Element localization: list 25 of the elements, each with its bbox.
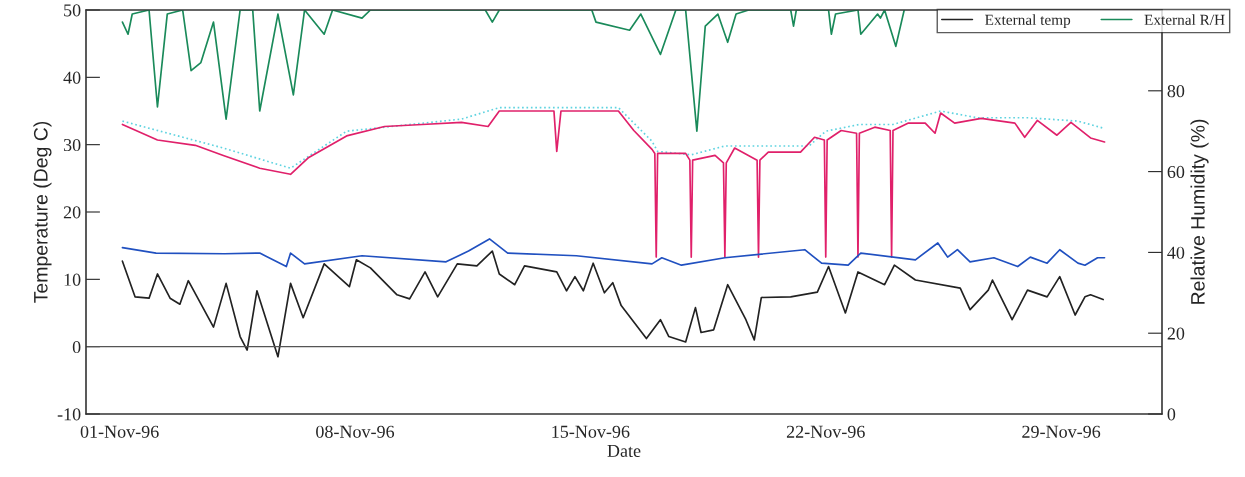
line-series [121, 238, 1106, 268]
y2-tick-label: 80 [1167, 85, 1185, 98]
y2-tick-label: 60 [1167, 165, 1185, 179]
x-tick-label: 15-Nov-96 [552, 425, 630, 438]
x-tick-label: 22-Nov-96 [786, 425, 865, 438]
y2-tick-label: 20 [1167, 327, 1185, 340]
y-tick-label: 20 [63, 206, 81, 219]
y-tick-label: -10 [57, 408, 81, 421]
legend-label: External temp [985, 14, 1071, 29]
y-tick-label: 10 [64, 273, 81, 286]
y2-axis-title: Relative Humidity (%) [1190, 119, 1209, 304]
legend-label: External R/H [1144, 14, 1225, 25]
x-tick-label: 08-Nov-96 [316, 425, 395, 438]
y2-tick-label: 40 [1167, 246, 1185, 259]
y-tick-label: 30 [63, 138, 81, 152]
x-tick-label: 01-Nov-96 [80, 425, 159, 438]
y-tick-label: 0 [72, 340, 81, 354]
y-tick-label: 40 [63, 71, 81, 84]
y2-tick-label: 0 [1167, 408, 1176, 421]
x-tick-label: 29-Nov-96 [1022, 425, 1101, 438]
line-series [121, 250, 1104, 358]
x-axis-title: Date [607, 444, 641, 457]
y-axis-title: Temperature (Deg C) [33, 121, 52, 303]
y-tick-label: 50 [64, 4, 81, 17]
line-series [121, 110, 1106, 258]
